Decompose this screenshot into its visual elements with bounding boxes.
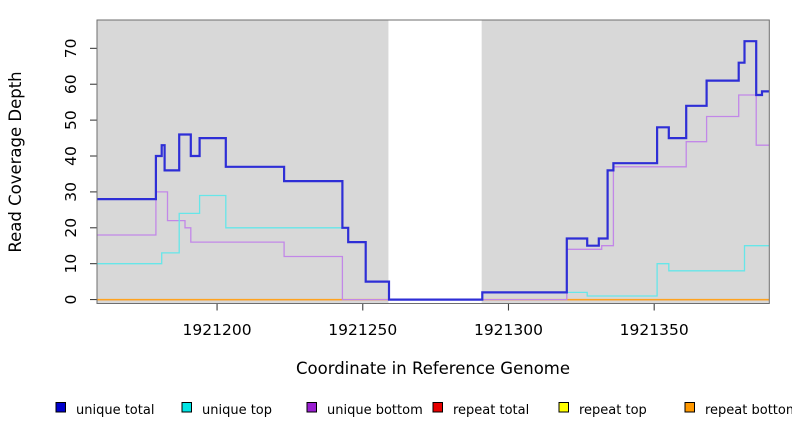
y-tick-label: 30 xyxy=(62,182,80,202)
y-tick-label: 0 xyxy=(62,295,80,305)
legend-swatch xyxy=(684,402,695,413)
legend-swatch xyxy=(55,402,66,413)
legend-swatch xyxy=(432,402,443,413)
series-lines-group xyxy=(97,40,770,301)
legend-item-repeat-bottom: repeat bottom xyxy=(684,402,792,418)
y-tick-label: 20 xyxy=(62,218,80,238)
legend-item-unique-total: unique total xyxy=(55,402,154,418)
legend-group: unique total unique top unique bottom repea… xyxy=(55,402,792,418)
y-tick-label: 40 xyxy=(62,146,80,166)
panel-background-group xyxy=(97,20,770,304)
covered-region-panel xyxy=(481,20,770,304)
legend-label: unique top xyxy=(202,403,272,418)
legend-item-repeat-top: repeat top xyxy=(558,402,647,418)
x-tick-label: 1921300 xyxy=(474,321,543,339)
y-tick-label: 70 xyxy=(62,38,80,58)
y-axis-title: Read Coverage Depth xyxy=(6,71,25,252)
x-axis-title: Coordinate in Reference Genome xyxy=(296,359,570,378)
y-tick-label: 60 xyxy=(62,74,80,94)
legend-label: unique total xyxy=(76,403,154,418)
series-unique-total xyxy=(97,40,770,301)
legend-item-unique-top: unique top xyxy=(181,402,272,418)
y-tick-label: 10 xyxy=(62,254,80,274)
legend-label: repeat total xyxy=(453,403,529,418)
legend-swatch xyxy=(306,402,317,413)
legend-item-repeat-total: repeat total xyxy=(432,402,529,418)
x-tick-label: 1921350 xyxy=(620,321,689,339)
y-tick-label: 50 xyxy=(62,110,80,130)
axis-ticks-group: 1921200 1921250 1921300 1921350 0 10 20 30 40 50 6… xyxy=(62,38,689,339)
legend-label: unique bottom xyxy=(327,403,423,418)
covered-region-panel xyxy=(97,20,389,304)
legend-label: repeat top xyxy=(579,403,647,418)
x-tick-label: 1921200 xyxy=(183,321,252,339)
legend-label: repeat bottom xyxy=(705,403,792,418)
legend-swatch xyxy=(181,402,192,413)
x-tick-label: 1921250 xyxy=(328,321,397,339)
legend-item-unique-bottom: unique bottom xyxy=(306,402,423,418)
plot-border-box xyxy=(96,19,770,304)
legend-swatch xyxy=(558,402,569,413)
